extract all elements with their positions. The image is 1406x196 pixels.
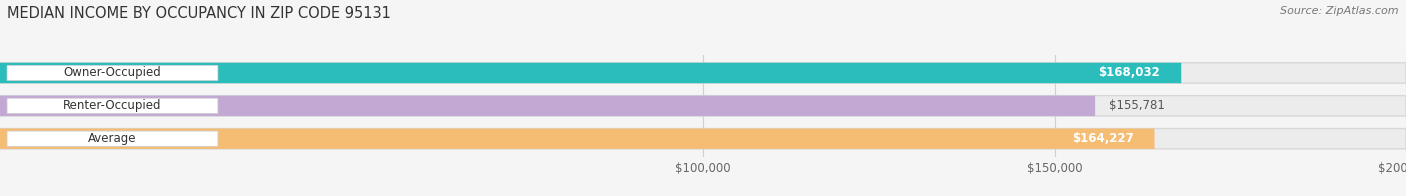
Text: Owner-Occupied: Owner-Occupied — [63, 66, 162, 79]
Text: $155,781: $155,781 — [1109, 99, 1166, 112]
Text: $164,227: $164,227 — [1071, 132, 1133, 145]
FancyBboxPatch shape — [7, 65, 218, 81]
FancyBboxPatch shape — [0, 63, 1181, 83]
Text: MEDIAN INCOME BY OCCUPANCY IN ZIP CODE 95131: MEDIAN INCOME BY OCCUPANCY IN ZIP CODE 9… — [7, 6, 391, 21]
FancyBboxPatch shape — [0, 96, 1406, 116]
FancyBboxPatch shape — [7, 98, 218, 113]
Text: Average: Average — [89, 132, 136, 145]
FancyBboxPatch shape — [0, 129, 1406, 149]
Text: Source: ZipAtlas.com: Source: ZipAtlas.com — [1281, 6, 1399, 16]
FancyBboxPatch shape — [0, 96, 1095, 116]
Text: Renter-Occupied: Renter-Occupied — [63, 99, 162, 112]
Text: $168,032: $168,032 — [1098, 66, 1160, 79]
FancyBboxPatch shape — [0, 129, 1154, 149]
FancyBboxPatch shape — [7, 131, 218, 146]
FancyBboxPatch shape — [0, 63, 1406, 83]
